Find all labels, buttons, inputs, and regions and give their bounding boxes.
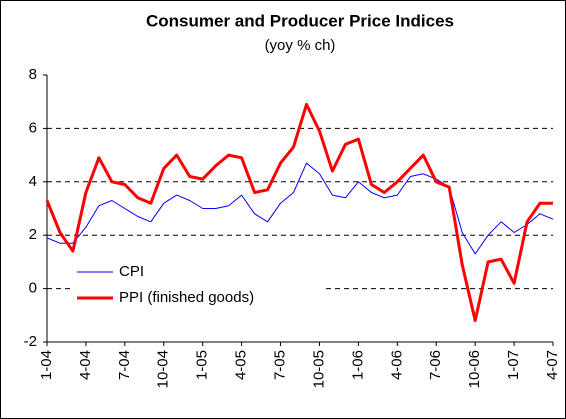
chart-subtitle: (yoy % ch) xyxy=(265,37,336,54)
x-tick-label: 1-04 xyxy=(38,350,55,380)
chart-title: Consumer and Producer Price Indices xyxy=(146,11,454,30)
y-tick-label: -2 xyxy=(24,333,37,350)
x-tick-label: 1-06 xyxy=(349,350,366,380)
x-tick-label: 10-06 xyxy=(466,350,483,388)
x-tick-label: 7-05 xyxy=(272,350,289,380)
x-tick-label: 1-05 xyxy=(194,350,211,380)
legend-label: PPI (finished goods) xyxy=(119,289,254,306)
y-tick-label: 4 xyxy=(29,173,37,190)
x-tick-label: 4-04 xyxy=(77,350,94,380)
x-tick-label: 4-07 xyxy=(544,350,561,380)
x-tick-label: 10-04 xyxy=(155,350,172,388)
y-tick-label: 0 xyxy=(29,280,37,297)
x-tick-label: 10-05 xyxy=(310,350,327,388)
legend-label: CPI xyxy=(119,263,144,280)
series-line xyxy=(45,102,553,323)
x-tick-label: 7-04 xyxy=(116,350,133,380)
y-tick-label: 6 xyxy=(29,119,37,136)
x-tick-label: 4-05 xyxy=(233,350,250,380)
y-tick-label: 8 xyxy=(29,66,37,83)
x-tick-label: 1-07 xyxy=(505,350,522,380)
x-tick-label: 4-06 xyxy=(388,350,405,380)
y-tick-label: 2 xyxy=(29,226,37,243)
x-tick-label: 7-06 xyxy=(427,350,444,380)
series-line xyxy=(46,162,554,255)
legend-box xyxy=(73,258,323,312)
